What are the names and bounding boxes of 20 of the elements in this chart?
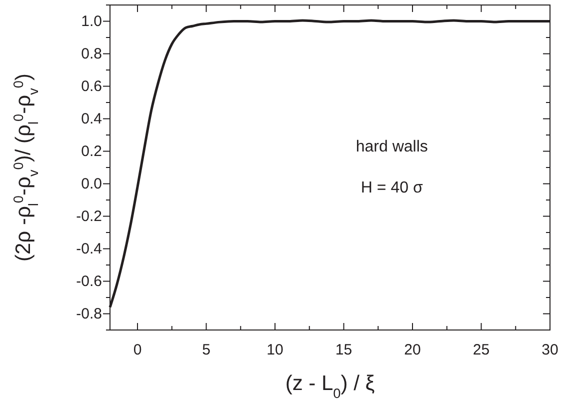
y-tick-label: -0.8	[76, 306, 102, 323]
y-tick-label: 0.6	[81, 78, 102, 96]
y-tick-label: 0.8	[81, 46, 102, 63]
x-tick-label: 30	[542, 342, 558, 359]
x-tick-label: 10	[266, 342, 284, 359]
y-tick-label: 0.4	[81, 110, 102, 128]
x-tick-label: 15	[335, 342, 352, 359]
x-tick-label: 5	[202, 342, 210, 359]
y-tick-label: -0.6	[76, 273, 102, 290]
y-tick-label: -0.2	[76, 208, 102, 226]
x-tick-label: 25	[472, 342, 490, 359]
x-tick-label: 0	[133, 342, 142, 359]
x-axis-title: (z - L$_{0}$) / ξ	[285, 372, 375, 400]
y-tick-label: 0.0	[81, 176, 102, 193]
y-tick-label: -0.4	[76, 240, 102, 258]
x-tick-label: 20	[404, 342, 421, 359]
annotation: H = 40 σ	[360, 179, 423, 196]
y-tick-label: 0.2	[81, 143, 102, 160]
y-tick-label: 1.0	[81, 13, 102, 30]
annotation: hard walls	[356, 138, 428, 156]
